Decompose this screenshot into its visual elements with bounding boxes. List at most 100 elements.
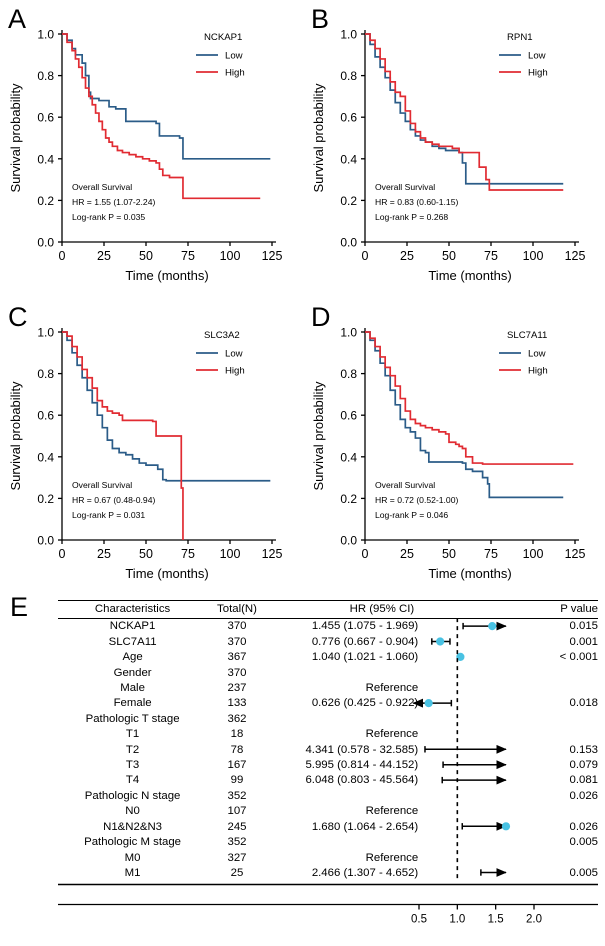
svg-text:1.0: 1.0: [37, 28, 54, 42]
panel-a-chart: 0.0 0.2 0.4 0.6 0.8 1.0 0 25 50 75 100 125 Time (mon…: [0, 0, 302, 293]
svg-text:RPN1: RPN1: [507, 32, 533, 43]
forest-axis-layer: 0.5 1.0 1.5 2.0: [58, 618, 598, 926]
svg-text:0.4: 0.4: [37, 152, 54, 166]
svg-text:50: 50: [442, 249, 456, 263]
row-characteristic: T2: [125, 743, 140, 756]
panel-a-letter: A: [8, 4, 27, 34]
svg-text:High: High: [225, 366, 245, 377]
row-total: 133: [227, 697, 247, 710]
panel-b-chart: 0.0 0.2 0.4 0.6 0.8 1.0 0 25 50 75 100 125 Time (mon…: [303, 0, 605, 293]
row-total: 107: [227, 805, 247, 818]
table-row: T1 18 Reference: [58, 727, 598, 742]
svg-text:Low: Low: [528, 349, 546, 360]
svg-text:SLC7A11: SLC7A11: [507, 330, 547, 341]
svg-text:Log-rank P = 0.046: Log-rank P = 0.046: [375, 510, 448, 520]
panel-b-letter: B: [311, 4, 330, 34]
row-hr-ci: 2.466 (1.307 - 4.652): [311, 866, 419, 879]
panel-c-km-plot: C 0.0 0.2 0.4 0.6 0.8 1.0 0 25 50 75 100 125 Time (m…: [0, 298, 302, 591]
table-row: T3 167 5.995 (0.814 - 44.152) 0.079: [58, 758, 598, 773]
table-row: Pathologic T stage 362: [58, 712, 598, 727]
svg-text:0.8: 0.8: [37, 367, 54, 381]
row-p-value: 0.079: [569, 759, 598, 772]
svg-text:0.0: 0.0: [37, 236, 54, 250]
forest-table: Characteristics Total(N) HR (95% CI) P v…: [58, 599, 598, 881]
table-row: M0 327 Reference: [58, 851, 598, 866]
svg-text:125: 125: [262, 547, 283, 561]
svg-text:1.5: 1.5: [488, 914, 504, 926]
svg-text:Low: Low: [225, 51, 243, 62]
svg-text:125: 125: [565, 547, 586, 561]
svg-text:Time (months): Time (months): [125, 566, 208, 581]
row-p-value: 0.018: [569, 697, 598, 710]
svg-text:100: 100: [523, 249, 544, 263]
row-hr-ci: Reference: [365, 805, 419, 818]
row-p-value: 0.005: [569, 866, 598, 879]
svg-text:25: 25: [400, 249, 414, 263]
row-total: 352: [227, 836, 247, 849]
table-row: SLC7A11 370 0.776 (0.667 - 0.904) 0.001: [58, 635, 598, 650]
svg-text:0.2: 0.2: [340, 492, 357, 506]
svg-text:2.0: 2.0: [526, 914, 542, 926]
svg-text:Low: Low: [225, 349, 243, 360]
svg-text:0.8: 0.8: [340, 367, 357, 381]
panel-a-km-plot: A 0.0 0.2 0.4 0.6 0.8 1.0 0 25 50 75 100 125 Time (m…: [0, 0, 302, 293]
row-hr-ci: Reference: [365, 682, 419, 695]
svg-text:0.4: 0.4: [340, 450, 357, 464]
row-characteristic: N1&N2&N3: [103, 820, 163, 833]
table-header-row: Characteristics Total(N) HR (95% CI) P v…: [58, 599, 598, 620]
row-total: 245: [227, 820, 247, 833]
panel-e-forest-plot: E Characteristics Total(N) HR (95% CI) P…: [0, 586, 605, 946]
row-total: 327: [227, 851, 247, 864]
svg-text:0.8: 0.8: [37, 69, 54, 83]
row-total: 99: [230, 774, 244, 787]
row-total: 237: [227, 682, 247, 695]
svg-text:Log-rank P = 0.268: Log-rank P = 0.268: [375, 212, 448, 222]
svg-text:75: 75: [484, 547, 498, 561]
svg-text:0.4: 0.4: [37, 450, 54, 464]
table-row: T2 78 4.341 (0.578 - 32.585) 0.153: [58, 743, 598, 758]
row-p-value: 0.153: [569, 743, 598, 756]
panel-d-km-plot: D 0.0 0.2 0.4 0.6 0.8 1.0 0 25 50 75 100 125 Time (m…: [303, 298, 605, 591]
row-characteristic: Pathologic T stage: [85, 712, 180, 725]
svg-text:Time (months): Time (months): [428, 566, 511, 581]
row-characteristic: Age: [122, 651, 143, 664]
svg-text:High: High: [528, 366, 548, 377]
svg-text:High: High: [528, 68, 548, 79]
svg-text:100: 100: [523, 547, 544, 561]
panel-b-km-plot: B 0.0 0.2 0.4 0.6 0.8 1.0 0 25 50 75 100 125 Time (m…: [303, 0, 605, 293]
row-characteristic: Female: [113, 697, 152, 710]
svg-text:HR = 0.67 (0.48-0.94): HR = 0.67 (0.48-0.94): [72, 495, 155, 505]
svg-text:0.0: 0.0: [37, 534, 54, 548]
row-characteristic: NCKAP1: [109, 620, 156, 633]
svg-text:50: 50: [139, 249, 153, 263]
svg-text:125: 125: [262, 249, 283, 263]
row-characteristic: N0: [125, 805, 140, 818]
row-hr-ci: 1.680 (1.064 - 2.654): [311, 820, 419, 833]
row-total: 367: [227, 651, 247, 664]
svg-text:0.0: 0.0: [340, 534, 357, 548]
svg-text:0.0: 0.0: [340, 236, 357, 250]
row-hr-ci: 1.455 (1.075 - 1.969): [311, 620, 419, 633]
row-characteristic: Male: [120, 682, 145, 695]
table-row: T4 99 6.048 (0.803 - 45.564) 0.081: [58, 773, 598, 788]
row-total: 78: [230, 743, 244, 756]
svg-text:Survival probability: Survival probability: [8, 83, 23, 193]
row-total: 362: [227, 712, 247, 725]
panel-d-letter: D: [311, 302, 331, 332]
row-hr-ci: 5.995 (0.814 - 44.152): [305, 759, 419, 772]
svg-text:Overall Survival: Overall Survival: [72, 182, 132, 192]
svg-text:75: 75: [484, 249, 498, 263]
row-characteristic: T4: [125, 774, 140, 787]
row-total: 370: [227, 635, 247, 648]
row-characteristic: Gender: [113, 666, 152, 679]
svg-text:50: 50: [442, 547, 456, 561]
panel-e-letter: E: [10, 592, 29, 622]
svg-text:0.6: 0.6: [340, 111, 357, 125]
panel-d-chart: 0.0 0.2 0.4 0.6 0.8 1.0 0 25 50 75 100 125 Time (mon…: [303, 298, 605, 591]
svg-text:25: 25: [97, 249, 111, 263]
svg-text:Overall Survival: Overall Survival: [375, 182, 435, 192]
characteristics-table: Characteristics Total(N) HR (95% CI) P v…: [58, 599, 598, 881]
row-hr-ci: 0.776 (0.667 - 0.904): [311, 635, 419, 648]
svg-text:Survival probability: Survival probability: [311, 381, 326, 491]
row-hr-ci: 6.048 (0.803 - 45.564): [305, 774, 419, 787]
